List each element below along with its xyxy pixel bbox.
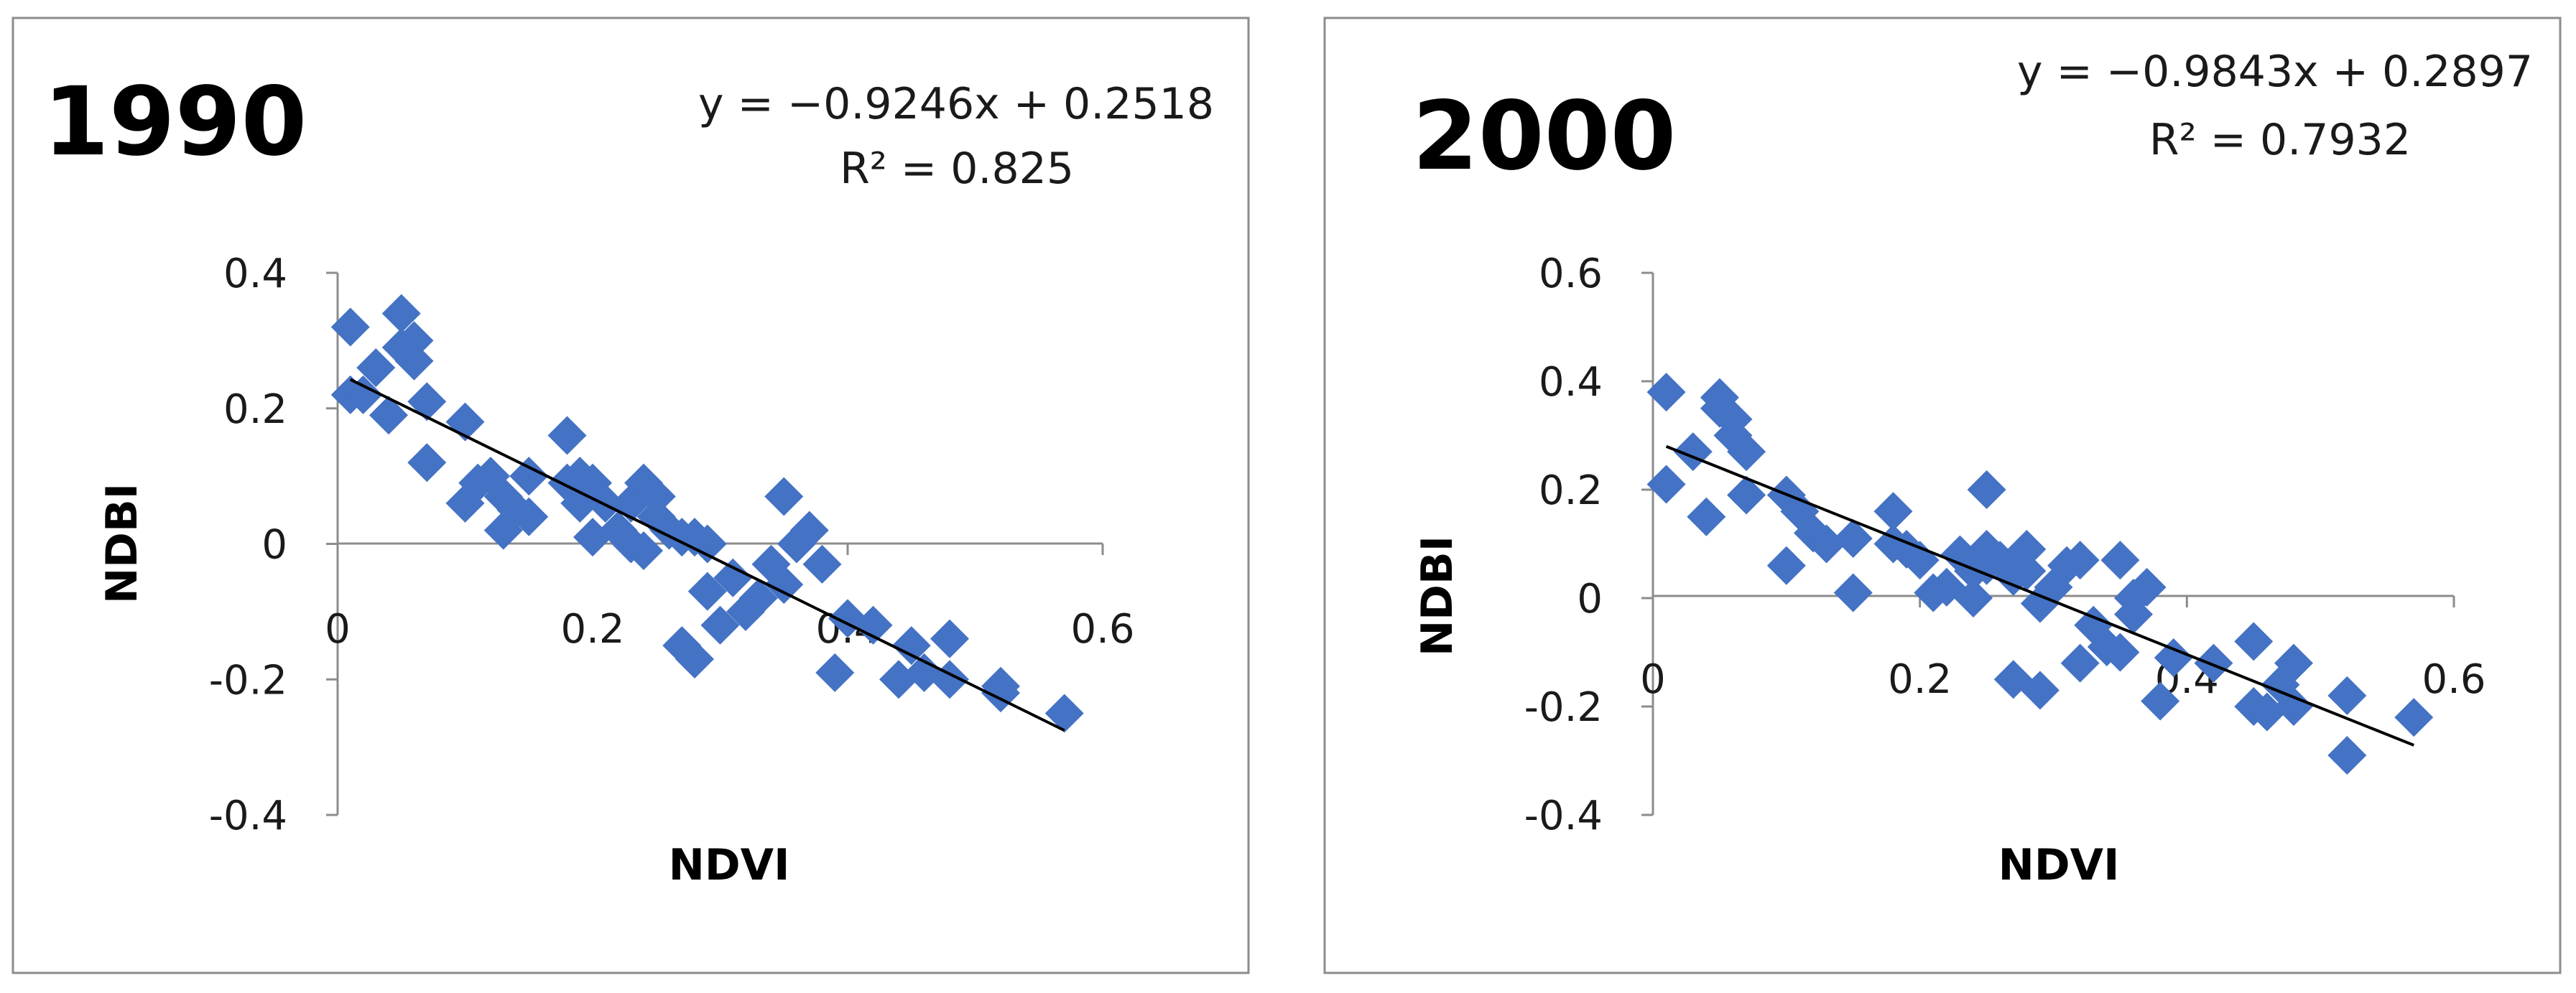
data-point [1833, 518, 1873, 558]
data-point [2274, 643, 2313, 683]
data-point [2247, 692, 2287, 732]
data-point [343, 375, 383, 414]
x-tick-label: 0 [1640, 656, 1666, 703]
x-tick-label: 0.6 [2422, 656, 2485, 703]
trendline [1665, 444, 2414, 747]
data-point [1873, 492, 1913, 531]
x-tick-label: 0 [325, 606, 351, 653]
data-point [509, 457, 549, 496]
data-point [1940, 535, 1980, 574]
data-point [2327, 735, 2367, 775]
data-point [330, 307, 370, 347]
data-point [2274, 687, 2313, 726]
chart-title: 2000 [1412, 81, 1676, 192]
data-point [1980, 541, 2020, 580]
chart-title: 1990 [43, 67, 307, 177]
data-point [2100, 633, 2140, 672]
data-point [394, 321, 434, 360]
data-point [2127, 567, 2167, 607]
y-tick-label: -0.4 [209, 793, 287, 839]
data-point [2060, 541, 2100, 580]
data-point [891, 626, 931, 666]
data-point [407, 443, 447, 482]
data-point [764, 477, 804, 516]
data-point [2194, 643, 2233, 683]
data-point [789, 511, 829, 550]
data-point [585, 483, 625, 523]
data-point [700, 605, 740, 645]
trendline-equation: y = −0.9843x + 0.2897 [2017, 47, 2533, 97]
y-tick-label: 0.4 [223, 251, 287, 297]
r-squared-label: R² = 0.825 [840, 144, 1074, 194]
data-point [738, 579, 778, 617]
data-point [1766, 546, 1806, 585]
trendline-equation: y = −0.9246x + 0.2518 [698, 79, 1214, 129]
data-point [2327, 676, 2367, 715]
data-point [1727, 475, 1766, 515]
data-point [2007, 530, 2047, 569]
data-point [2060, 643, 2100, 683]
data-point [675, 639, 714, 679]
data-point [1780, 492, 1820, 531]
y-tick-label: -0.2 [209, 657, 287, 704]
y-tick-label: -0.4 [1524, 793, 1603, 839]
chart-frame [1323, 17, 2562, 974]
y-tick-label: 0.6 [1539, 251, 1603, 297]
r-squared-label: R² = 0.7932 [2149, 115, 2411, 165]
data-point [1727, 432, 1766, 472]
y-tick-label: 0 [261, 522, 287, 569]
y-tick-label: 0.4 [1539, 359, 1603, 406]
data-point [381, 294, 421, 333]
data-point [1646, 373, 1686, 412]
x-axis-label: NDVI [1998, 840, 2120, 890]
y-axis-label: NDBI [1412, 536, 1463, 656]
data-point [2141, 681, 2180, 721]
data-point [2020, 671, 2060, 710]
data-point [636, 477, 676, 516]
data-point [1954, 579, 1993, 617]
data-point [802, 544, 842, 584]
data-point [687, 524, 727, 564]
data-point [1700, 388, 1739, 428]
x-tick-label: 0.2 [560, 606, 624, 653]
data-point [764, 565, 804, 605]
trendline [349, 378, 1065, 732]
data-point [2394, 698, 2434, 737]
data-point [1900, 541, 1940, 580]
data-point [853, 605, 893, 645]
data-point [1646, 465, 1686, 504]
data-point [687, 572, 727, 611]
data-point [1807, 524, 1846, 564]
data-point [369, 396, 408, 435]
x-tick-label: 0.6 [1070, 606, 1134, 653]
data-point [1044, 694, 1084, 733]
data-point [815, 653, 855, 692]
y-tick-label: 0 [1577, 576, 1603, 623]
data-point [1967, 470, 2006, 509]
y-tick-label: -0.2 [1524, 684, 1603, 731]
data-point [1687, 497, 1726, 536]
data-point [930, 619, 969, 658]
data-point [1833, 573, 1873, 612]
data-point [2100, 541, 2140, 580]
data-point [2007, 551, 2047, 591]
data-point [624, 531, 663, 570]
x-axis-label: NDVI [669, 840, 790, 890]
chart-panel-2000: 0.6 0.4 0.2 0 -0.2 -0.4 0 0.2 0.4 0.6 2000 y = −0.9… [1312, 0, 2576, 993]
data-point [509, 497, 549, 536]
y-axis-label: NDBI [97, 483, 147, 604]
data-point [394, 341, 434, 381]
y-tick-label: 0.2 [1539, 467, 1603, 514]
y-tick-label: 0.2 [223, 386, 287, 433]
data-point [2234, 622, 2274, 661]
x-tick-label: 0.2 [1888, 656, 1952, 703]
data-point [356, 348, 396, 388]
data-point [2154, 638, 2193, 678]
data-point [547, 416, 587, 455]
data-point [713, 558, 753, 597]
